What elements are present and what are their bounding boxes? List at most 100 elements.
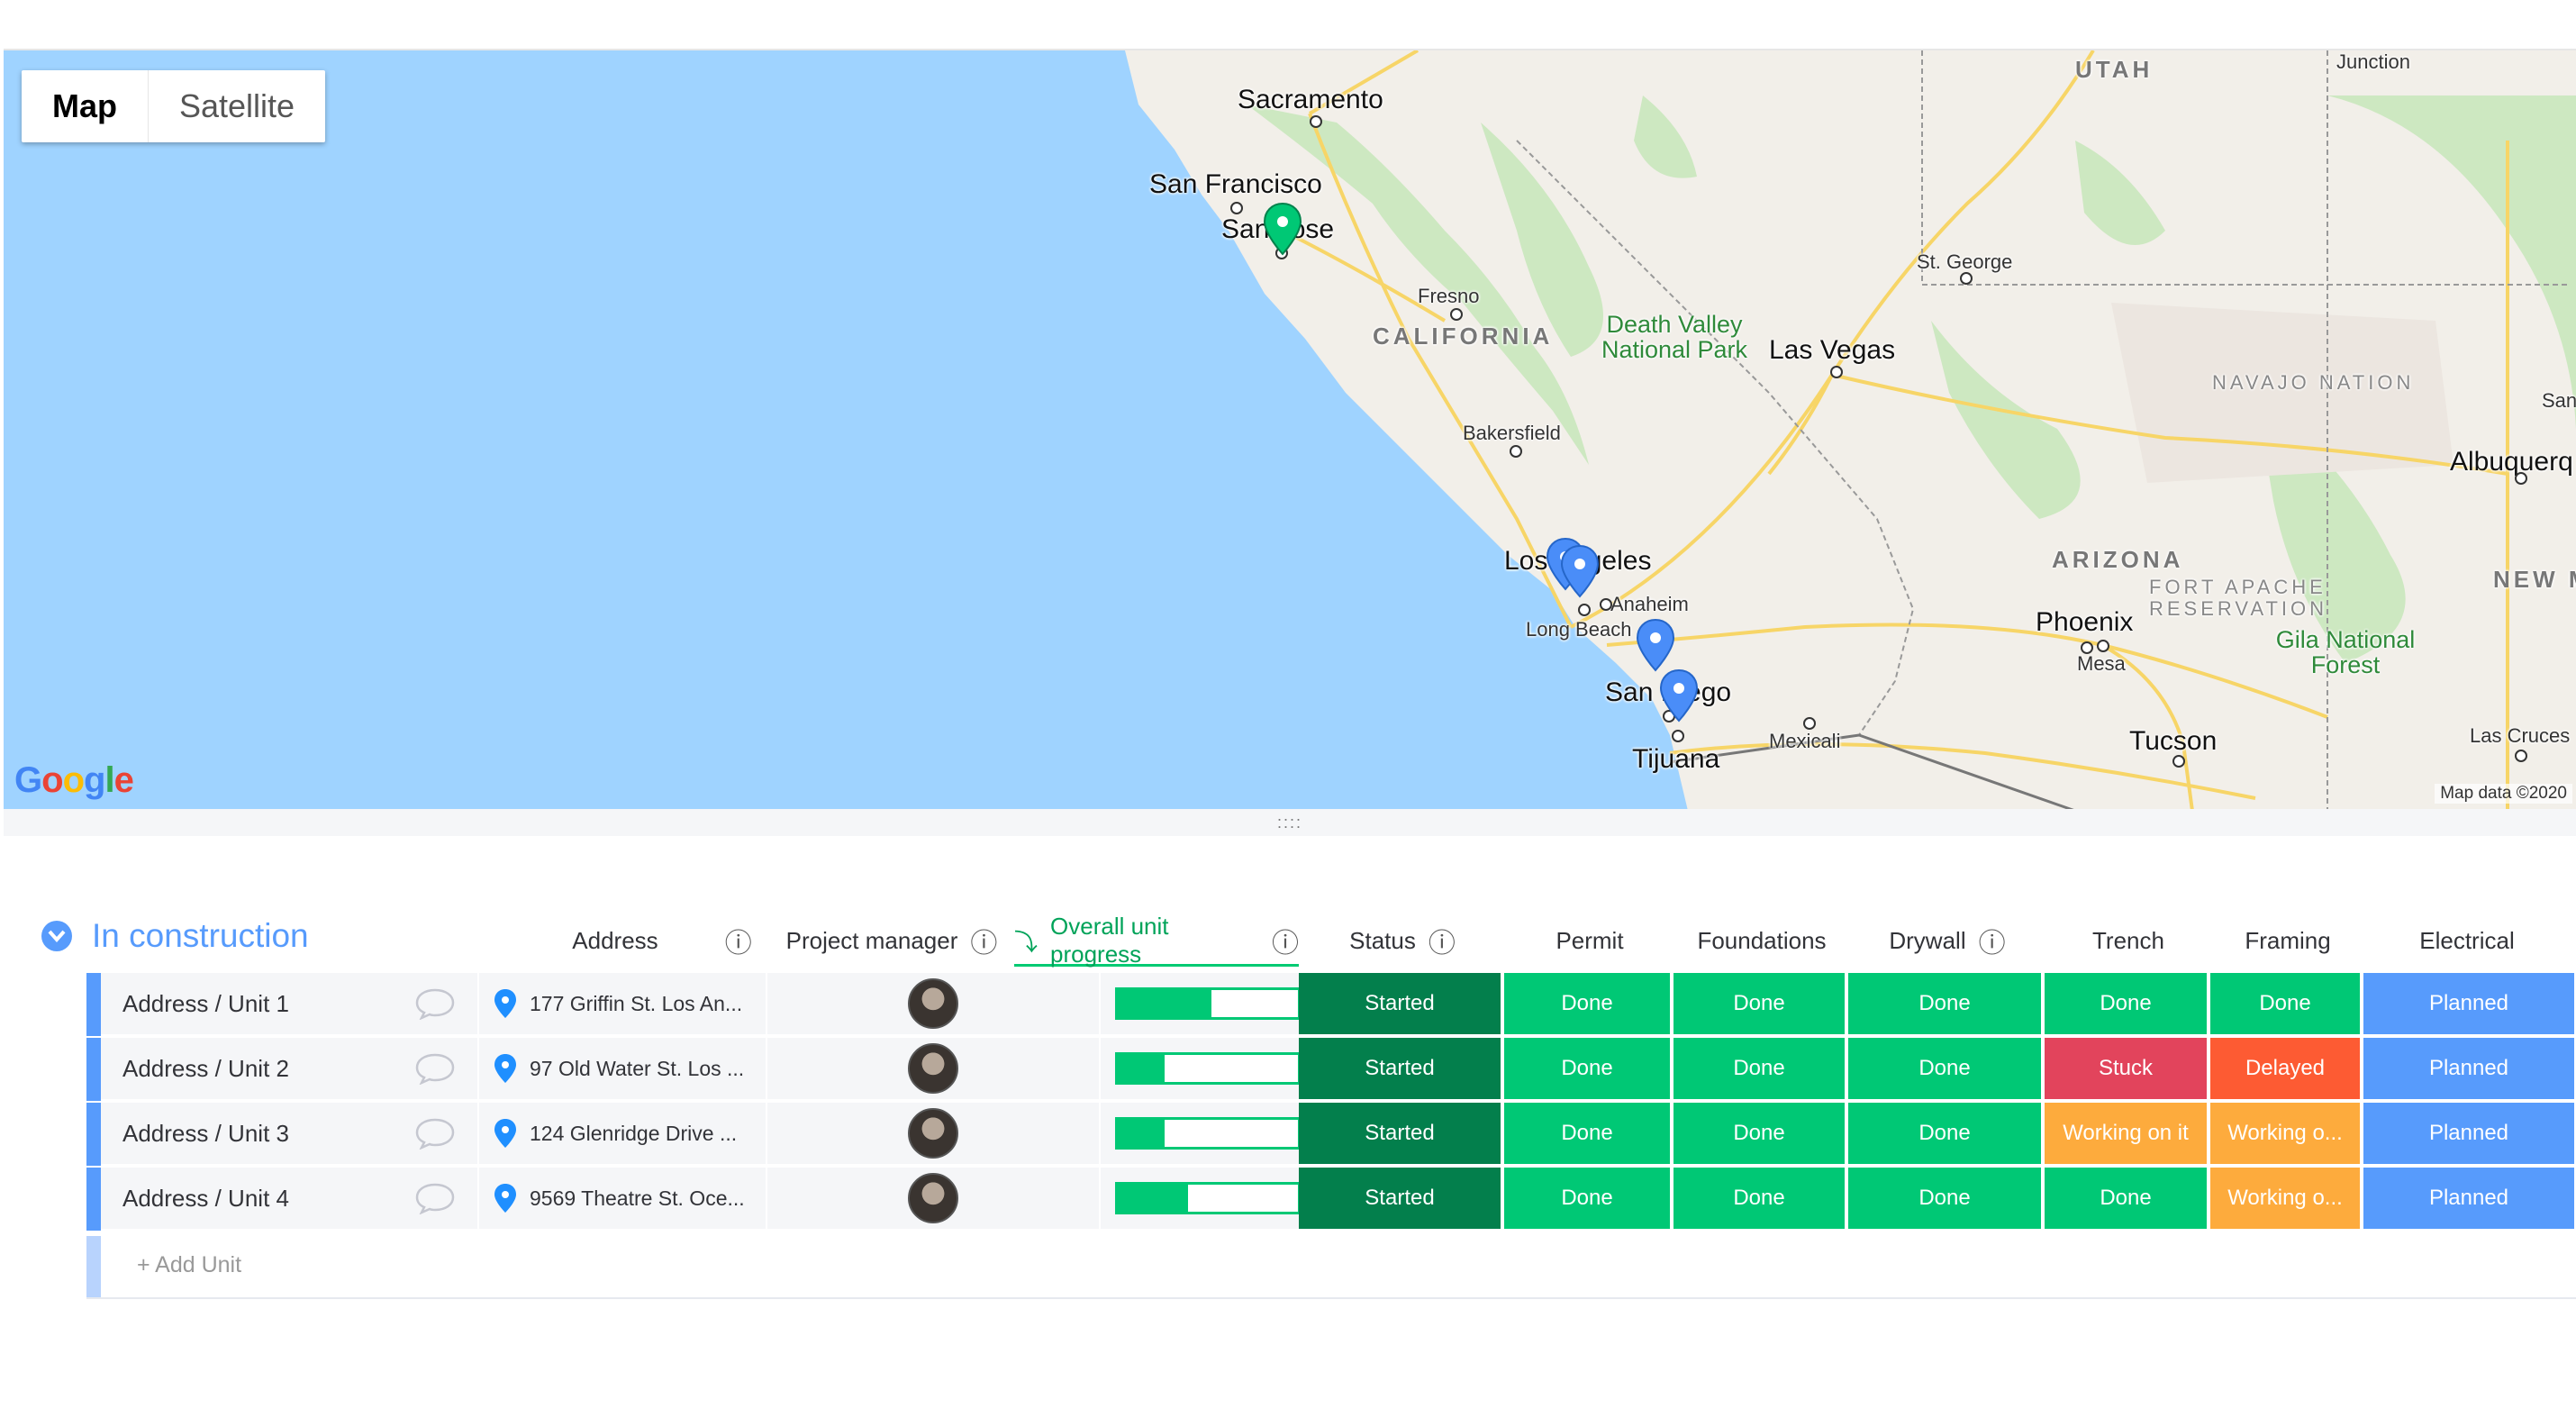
project-manager-cell[interactable] [767,1103,1099,1164]
item-name-cell[interactable]: Address / Unit 4 [101,1168,477,1229]
info-icon[interactable]: ⓘ [1272,929,1299,959]
address-cell[interactable]: 97 Old Water St. Los ... [479,1038,766,1099]
foundations-status-cell[interactable]: Done [1673,1168,1846,1229]
column-header-label: Address [572,926,658,954]
map-attribution[interactable]: Map data ©2020 [2435,784,2572,804]
comment-bubble-icon[interactable] [414,1182,456,1214]
map-canvas[interactable] [4,50,2576,811]
address-cell[interactable]: 9569 Theatre St. Oce... [479,1168,766,1229]
map-city-dot [1803,717,1816,730]
comment-bubble-icon[interactable] [414,1052,456,1085]
item-name-cell[interactable]: Address / Unit 2 [101,1038,477,1099]
column-header-framing[interactable]: Framing [2212,921,2363,960]
trench-status-cell[interactable]: Working on it [2045,1103,2209,1164]
map-label-california: CALIFORNIA [1373,323,1554,350]
status-label: Done [1918,1056,1971,1080]
drywall-status-cell[interactable]: Done [1848,1038,2043,1099]
status-status-cell[interactable]: Started [1299,1168,1502,1229]
column-header-permit[interactable]: Permit [1506,921,1673,960]
drywall-status-cell[interactable]: Done [1848,1168,2043,1229]
column-header-trench[interactable]: Trench [2046,921,2210,960]
status-label: Done [2259,991,2311,1015]
column-header-label: Drywall [1889,926,1966,954]
map-city-dot [2097,640,2109,652]
trench-status-cell[interactable]: Done [2045,973,2209,1034]
info-icon[interactable]: ⓘ [724,929,752,959]
electrical-status-cell[interactable]: Planned [2363,1103,2576,1164]
avatar[interactable] [908,978,958,1029]
map-label-tucson: Tucson [2129,726,2218,756]
permit-status-cell[interactable]: Done [1504,1168,1672,1229]
column-header-address[interactable]: Address ⓘ [540,921,784,960]
avatar[interactable] [908,1043,958,1094]
foundations-status-cell[interactable]: Done [1673,1103,1846,1164]
framing-status-cell[interactable]: Working o... [2210,1103,2362,1164]
trench-status-cell[interactable]: Done [2045,1168,2209,1229]
map-marker-blue-icon[interactable] [1659,668,1699,723]
column-header-drywall[interactable]: Drywall ⓘ [1850,921,2045,960]
resize-handle[interactable]: :::: [4,809,2576,836]
status-label: Working on it [2063,1121,2189,1145]
map-view[interactable]: Map Satellite Sacramento San Francisco S… [4,49,2576,811]
map-label-las-vegas: Las Vegas [1769,335,1896,365]
electrical-status-cell[interactable]: Planned [2363,973,2576,1034]
map-label-albuquerque: Albuquerq [2450,447,2573,477]
avatar[interactable] [908,1108,958,1159]
column-header-project-manager[interactable]: Project manager ⓘ [771,921,1012,960]
framing-status-cell[interactable]: Working o... [2210,1168,2362,1229]
item-name[interactable]: Address / Unit 2 [122,1054,289,1082]
item-name-cell[interactable]: Address / Unit 3 [101,1103,477,1164]
map-marker-blue-icon[interactable] [1560,544,1600,598]
foundations-status-cell[interactable]: Done [1673,973,1846,1034]
trench-status-cell[interactable]: Stuck [2045,1038,2209,1099]
address-cell[interactable]: 177 Griffin St. Los An... [479,973,766,1034]
permit-status-cell[interactable]: Done [1504,1038,1672,1099]
add-unit-row[interactable]: + Add Unit [86,1236,2576,1299]
drywall-status-cell[interactable]: Done [1848,1103,2043,1164]
map-marker-green-icon[interactable] [1263,202,1302,256]
add-unit-button[interactable]: + Add Unit [137,1252,242,1277]
item-name-cell[interactable]: Address / Unit 1 [101,973,477,1034]
project-manager-cell[interactable] [767,1038,1099,1099]
permit-status-cell[interactable]: Done [1504,1103,1672,1164]
map-type-satellite-button[interactable]: Satellite [179,87,295,124]
column-header-progress[interactable]: ⤵ Overall unit progress ⓘ [1014,913,1299,968]
map-label-san: San [2542,389,2576,412]
permit-status-cell[interactable]: Done [1504,973,1672,1034]
framing-status-cell[interactable]: Delayed [2210,1038,2362,1099]
framing-status-cell[interactable]: Done [2210,973,2362,1034]
foundations-status-cell[interactable]: Done [1673,1038,1846,1099]
status-status-cell[interactable]: Started [1299,1103,1502,1164]
info-icon[interactable]: ⓘ [970,929,998,959]
project-manager-cell[interactable] [767,1168,1099,1229]
group-collapse-icon[interactable] [41,921,72,951]
status-status-cell[interactable]: Started [1299,973,1502,1034]
comment-bubble-icon[interactable] [414,1117,456,1150]
project-manager-cell[interactable] [767,973,1099,1034]
electrical-status-cell[interactable]: Planned [2363,1038,2576,1099]
info-icon[interactable]: ⓘ [1428,929,1456,959]
address-cell[interactable]: 124 Glenridge Drive ... [479,1103,766,1164]
group-title[interactable]: In construction [92,917,309,954]
item-name[interactable]: Address / Unit 3 [122,1119,289,1147]
column-header-status[interactable]: Status ⓘ [1301,921,1504,960]
status-status-cell[interactable]: Started [1299,1038,1502,1099]
electrical-status-cell[interactable]: Planned [2363,1168,2576,1229]
column-header-electrical[interactable]: Electrical [2365,921,2569,960]
table-row[interactable]: Address / Unit 1 177 Griffin St. Los An..… [86,973,2576,1036]
table-row[interactable]: Address / Unit 2 97 Old Water St. Los ...… [86,1038,2576,1101]
drywall-status-cell[interactable]: Done [1848,973,2043,1034]
map-marker-blue-icon[interactable] [1636,618,1675,672]
info-icon[interactable]: ⓘ [1978,929,2006,959]
column-header-foundations[interactable]: Foundations [1675,921,1848,960]
item-name[interactable]: Address / Unit 4 [122,1184,289,1212]
column-header-label: Permit [1556,926,1624,954]
item-name[interactable]: Address / Unit 1 [122,989,289,1017]
map-city-dot [1830,366,1843,378]
map-type-map-button[interactable]: Map [22,70,149,142]
avatar[interactable] [908,1173,958,1223]
comment-bubble-icon[interactable] [414,987,456,1020]
status-label: Working o... [2227,1186,2343,1210]
